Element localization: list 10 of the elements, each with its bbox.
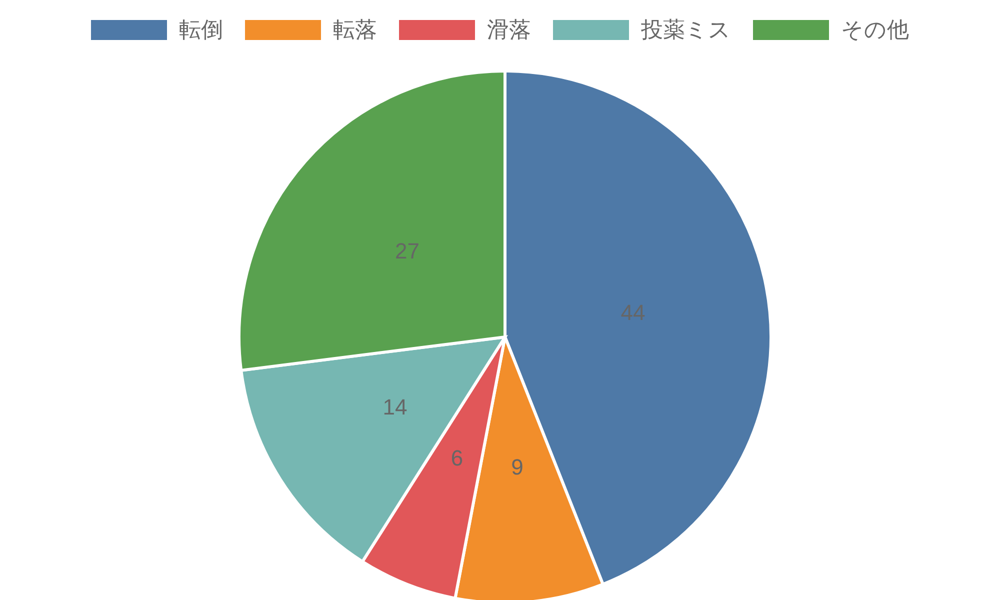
legend-label: その他 bbox=[841, 17, 909, 45]
legend-label: 滑落 bbox=[487, 17, 531, 45]
data-label: 27 bbox=[394, 238, 420, 264]
data-label: 14 bbox=[382, 394, 408, 420]
legend-label: 投薬ミス bbox=[641, 17, 731, 45]
data-label: 6 bbox=[450, 446, 464, 471]
data-label: 44 bbox=[620, 300, 646, 326]
legend-label: 転倒 bbox=[179, 17, 223, 45]
legend-label: 転落 bbox=[333, 17, 377, 45]
data-label: 9 bbox=[511, 454, 524, 480]
